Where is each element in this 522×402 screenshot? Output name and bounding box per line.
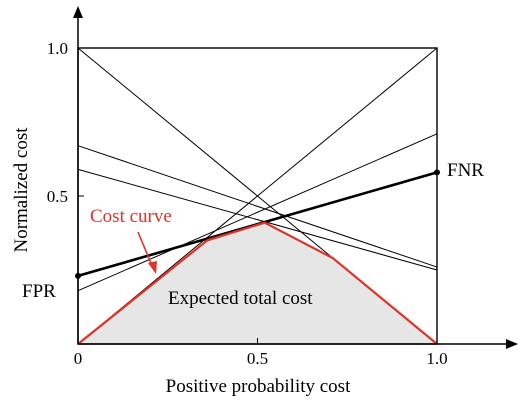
annotation-layer [137, 231, 157, 274]
y-axis-title: Normalized cost [11, 127, 32, 253]
x-tick-label-2: 1.0 [426, 349, 447, 368]
y-tick-label-1: 1.0 [47, 39, 68, 58]
cost-line-5 [77, 133, 438, 292]
area-label: Expected total cost [168, 288, 313, 309]
fnr-label: FNR [447, 160, 484, 181]
x-tick-label-0: 0 [74, 349, 83, 368]
fpr-label: FPR [22, 281, 56, 302]
cost-line-4 [77, 168, 438, 271]
x-axis-title: Positive probability cost [166, 376, 351, 397]
cost-curve-line [77, 221, 438, 345]
fnr-point [434, 169, 440, 176]
cost-curve-pointer-line [137, 231, 154, 269]
x-axis-arrow [506, 339, 518, 349]
cost-curve-pointer-arrowhead [148, 261, 157, 274]
cost-curve-label: Cost curve [90, 206, 172, 227]
x-tick-label-1: 0.5 [247, 349, 268, 368]
y-tick-label-0: 0.5 [47, 187, 68, 206]
y-axis-arrow [73, 6, 83, 18]
ticks-layer: 0 0.5 1.0 0.5 1.0 [47, 39, 448, 368]
axes-layer [73, 6, 518, 349]
cost-line-3 [77, 145, 438, 268]
labels-layer: Positive probability cost Normalized cos… [11, 127, 484, 397]
area-layer [78, 222, 437, 344]
expected-cost-area [78, 222, 437, 344]
